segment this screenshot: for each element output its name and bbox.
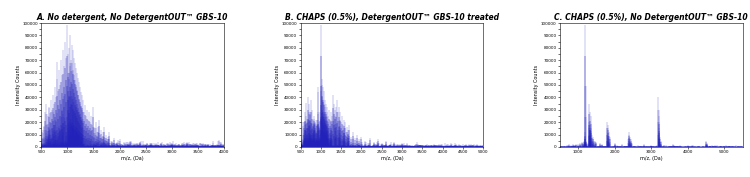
Y-axis label: Intensity Counts: Intensity Counts — [275, 65, 280, 105]
Title: A. No detergent, No DetergentOUT™ GBS-10: A. No detergent, No DetergentOUT™ GBS-10 — [37, 13, 228, 22]
Title: C. CHAPS (0.5%), No DetergentOUT™ GBS-10: C. CHAPS (0.5%), No DetergentOUT™ GBS-10 — [554, 13, 748, 22]
Title: B. CHAPS (0.5%), DetergentOUT™ GBS-10 treated: B. CHAPS (0.5%), DetergentOUT™ GBS-10 tr… — [285, 13, 499, 22]
Y-axis label: Intensity Counts: Intensity Counts — [16, 65, 21, 105]
X-axis label: m/z, (Da): m/z, (Da) — [122, 156, 144, 161]
X-axis label: m/z, (Da): m/z, (Da) — [380, 156, 404, 161]
X-axis label: m/z, (Da): m/z, (Da) — [640, 156, 662, 161]
Y-axis label: Intensity Counts: Intensity Counts — [535, 65, 539, 105]
